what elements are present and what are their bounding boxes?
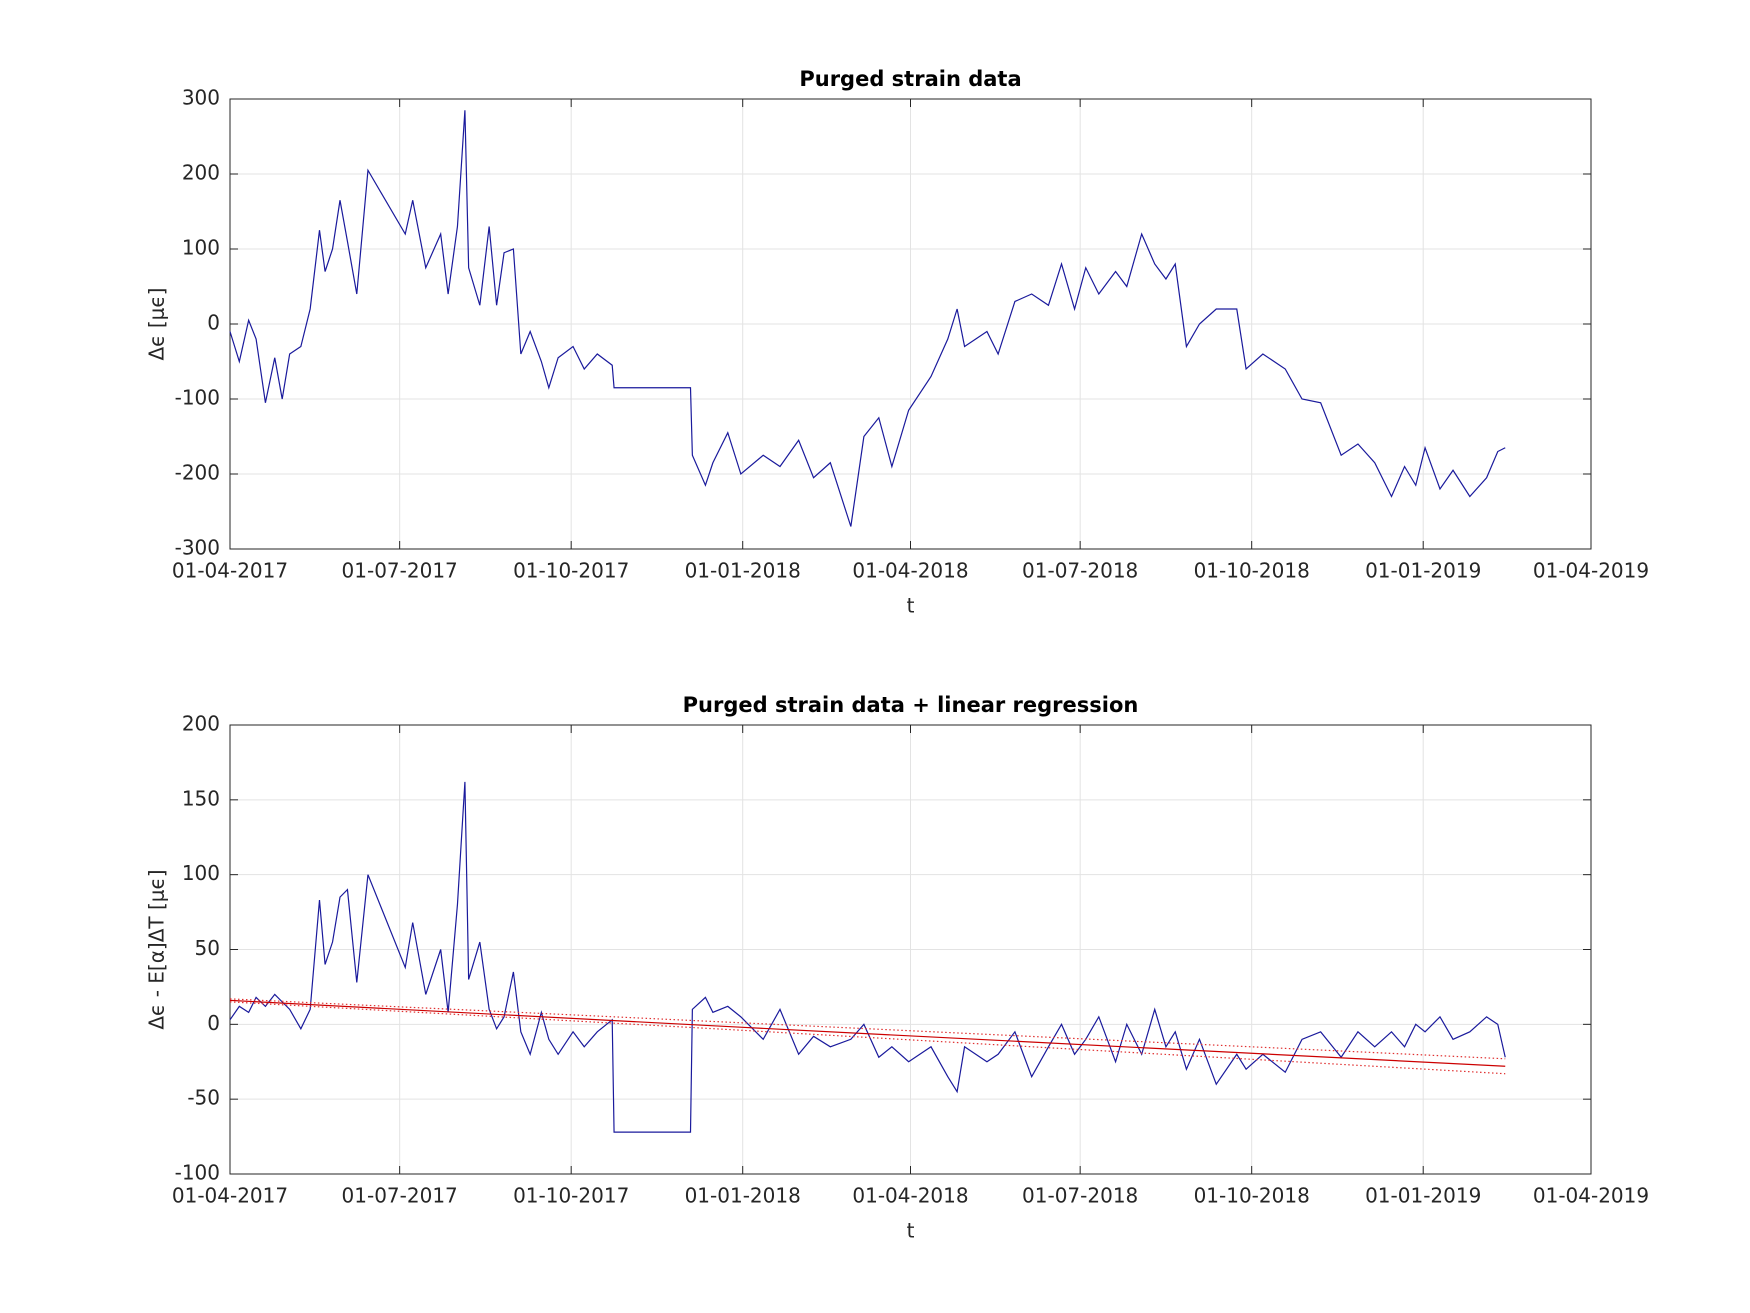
data-line bbox=[229, 999, 1506, 1067]
y-tick-label: 300 bbox=[182, 86, 220, 110]
x-tick-label: 01-04-2018 bbox=[852, 559, 968, 583]
y-axis-label: Δϵ [μϵ] bbox=[145, 288, 169, 361]
chart-title: Purged strain data + linear regression bbox=[683, 693, 1139, 717]
x-tick-label: 01-04-2019 bbox=[1533, 1184, 1649, 1208]
x-tick-label: 01-04-2018 bbox=[852, 1184, 968, 1208]
chart-title: Purged strain data bbox=[799, 67, 1021, 91]
y-axis-label: Δϵ - E[α]ΔT [μϵ] bbox=[145, 869, 169, 1029]
x-tick-label: 01-04-2017 bbox=[172, 1184, 288, 1208]
x-axis-label: t bbox=[907, 1219, 915, 1243]
y-tick-label: 0 bbox=[207, 1011, 220, 1035]
y-tick-label: 150 bbox=[182, 786, 220, 810]
y-tick-label: -300 bbox=[175, 536, 220, 560]
data-line bbox=[229, 1001, 1506, 1075]
x-tick-label: 01-01-2018 bbox=[685, 559, 801, 583]
y-tick-label: 100 bbox=[182, 861, 220, 885]
x-tick-label: 01-10-2018 bbox=[1194, 1184, 1310, 1208]
y-tick-label: 200 bbox=[182, 712, 220, 736]
x-tick-label: 01-01-2019 bbox=[1365, 559, 1481, 583]
axes-box bbox=[229, 724, 1592, 1175]
data-line bbox=[229, 781, 1506, 1133]
y-tick-label: -50 bbox=[187, 1086, 220, 1110]
x-tick-label: 01-07-2018 bbox=[1022, 1184, 1138, 1208]
data-line bbox=[229, 110, 1506, 527]
x-tick-label: 01-04-2017 bbox=[172, 559, 288, 583]
y-tick-label: 100 bbox=[182, 236, 220, 260]
data-line bbox=[229, 998, 1506, 1060]
x-tick-label: 01-04-2019 bbox=[1533, 559, 1649, 583]
x-tick-label: 01-10-2017 bbox=[513, 559, 629, 583]
x-axis-label: t bbox=[907, 594, 915, 618]
x-tick-label: 01-10-2017 bbox=[513, 1184, 629, 1208]
y-tick-label: -100 bbox=[175, 386, 220, 410]
x-tick-label: 01-01-2019 bbox=[1365, 1184, 1481, 1208]
y-tick-label: 0 bbox=[207, 311, 220, 335]
y-tick-label: 200 bbox=[182, 161, 220, 185]
x-tick-label: 01-10-2018 bbox=[1194, 559, 1310, 583]
x-tick-label: 01-07-2017 bbox=[342, 559, 458, 583]
y-tick-label: -100 bbox=[175, 1161, 220, 1185]
axes-box bbox=[229, 98, 1592, 550]
y-tick-label: 50 bbox=[195, 936, 220, 960]
x-tick-label: 01-07-2017 bbox=[342, 1184, 458, 1208]
x-tick-label: 01-01-2018 bbox=[685, 1184, 801, 1208]
y-tick-label: -200 bbox=[175, 461, 220, 485]
x-tick-label: 01-07-2018 bbox=[1022, 559, 1138, 583]
